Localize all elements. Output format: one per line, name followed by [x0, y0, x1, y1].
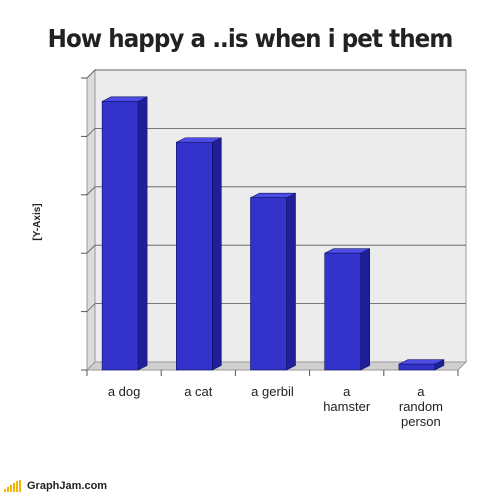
bar	[398, 359, 445, 371]
bar	[101, 96, 148, 371]
x-tick-label-line: a dog	[108, 384, 141, 399]
footer-brand[interactable]: GraphJam.com	[4, 478, 107, 492]
chart-title: How happy a ..is when i pet them	[47, 24, 454, 53]
gridline-side	[86, 186, 96, 196]
graphjam-logo-icon	[4, 480, 21, 492]
x-tick-label-line: a cat	[184, 384, 213, 399]
bar-side	[286, 192, 296, 371]
bar	[324, 248, 371, 371]
x-tick-label: a gerbil	[251, 384, 294, 399]
y-axis-label: [Y-Axis]	[32, 203, 43, 240]
x-tick-label-line: random	[399, 399, 443, 414]
bar-front	[250, 197, 287, 371]
gridline-side	[86, 128, 96, 137]
x-tick-label-line: a gerbil	[251, 384, 294, 399]
gridline-side	[86, 69, 96, 79]
bar-front	[176, 141, 213, 371]
x-tick-label: a dog	[108, 384, 141, 399]
bar-side	[212, 137, 222, 371]
footer-site-label: GraphJam.com	[27, 480, 108, 492]
bar-front	[398, 363, 436, 371]
x-tick-label: a cat	[184, 384, 213, 399]
gridline-side	[86, 303, 96, 312]
x-tick-label-line: hamster	[323, 399, 371, 414]
plot-side-wall	[86, 68, 96, 372]
bar-front	[101, 101, 139, 371]
bar	[176, 137, 222, 371]
x-tick-label: a random person	[399, 384, 443, 429]
bars	[101, 96, 445, 371]
x-tick-label: a hamster	[323, 384, 371, 414]
gridline-side	[86, 244, 96, 254]
bar	[250, 192, 296, 371]
x-tick-label-line: person	[401, 414, 441, 429]
bar-front	[324, 252, 362, 371]
bar-side	[137, 96, 148, 371]
x-tick-label-line: a	[343, 384, 351, 399]
x-tick-label-line: a	[417, 384, 425, 399]
bar-side	[360, 248, 371, 371]
